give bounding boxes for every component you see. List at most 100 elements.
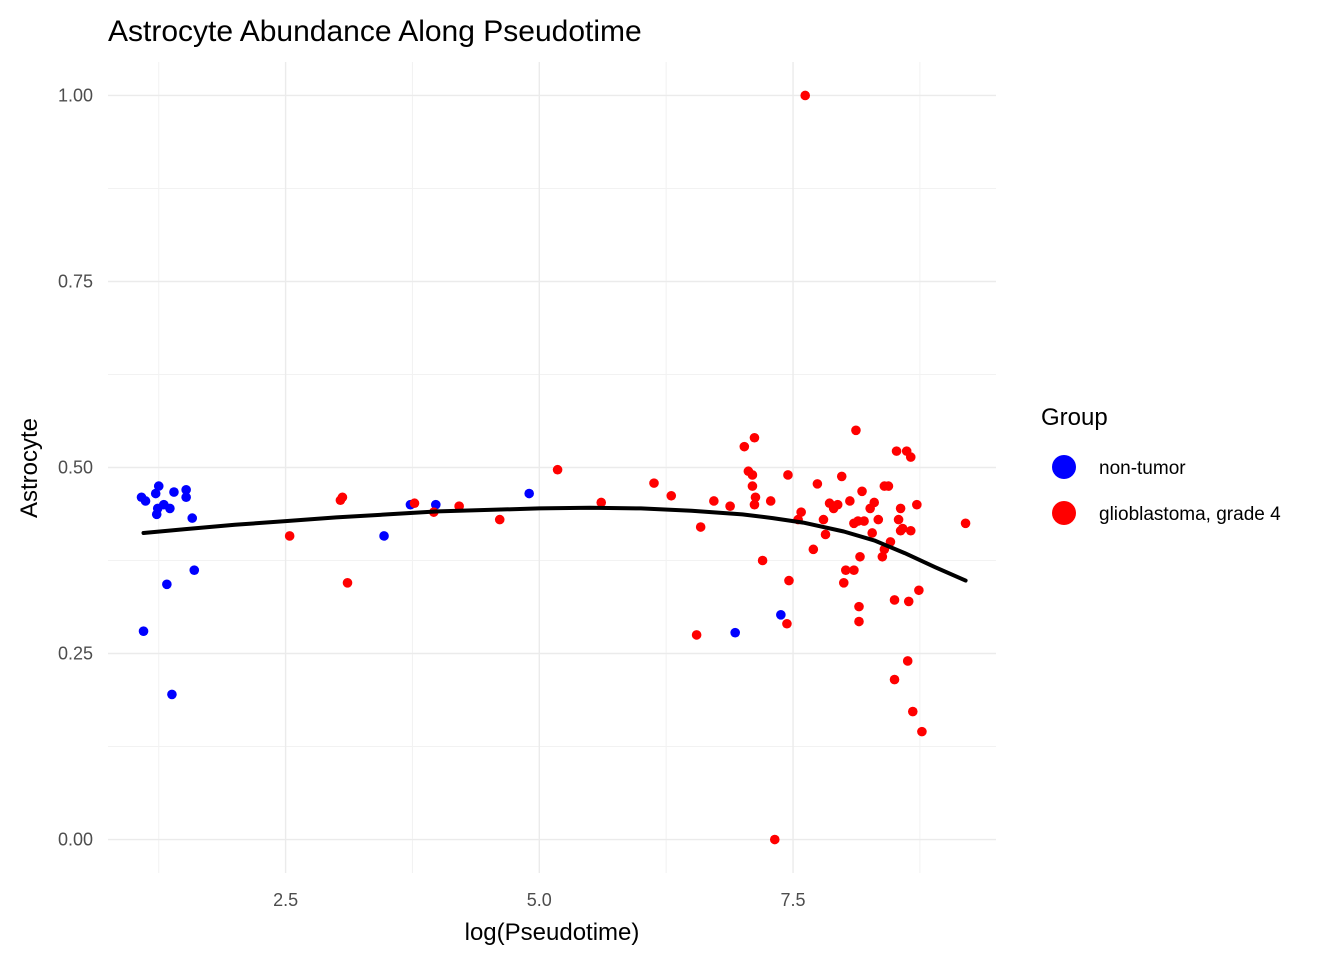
- data-point: [725, 501, 735, 511]
- legend: Group non-tumor glioblastoma, grade 4: [1041, 404, 1281, 525]
- data-point: [162, 579, 172, 590]
- x-tick-label: 5.0: [527, 890, 552, 910]
- data-point: [524, 488, 534, 499]
- data-point: [796, 507, 806, 517]
- data-point: [905, 452, 916, 462]
- data-point: [666, 490, 677, 501]
- data-point: [167, 689, 177, 700]
- data-point: [284, 531, 295, 541]
- data-point: [187, 513, 198, 523]
- data-point: [914, 585, 924, 596]
- data-point: [897, 523, 908, 534]
- data-point: [893, 514, 904, 525]
- data-point: [337, 492, 348, 503]
- data-point: [454, 501, 464, 511]
- data-point: [902, 656, 913, 666]
- data-point: [140, 496, 151, 506]
- data-point: [869, 497, 880, 508]
- y-tick-label: 1.00: [58, 85, 93, 105]
- y-tick-label: 0.25: [58, 644, 93, 664]
- data-point: [379, 531, 389, 541]
- plot-grid: [108, 62, 996, 873]
- data-point: [769, 834, 780, 845]
- data-point: [917, 726, 927, 737]
- legend-key: [1052, 455, 1076, 479]
- data-point: [838, 578, 849, 588]
- data-point: [695, 522, 706, 532]
- data-point: [747, 470, 758, 480]
- data-point: [739, 441, 750, 452]
- x-axis-ticks: 2.5 5.0 7.5: [273, 890, 805, 910]
- data-point: [855, 551, 865, 562]
- data-point: [857, 486, 867, 497]
- data-point: [342, 578, 353, 588]
- data-point: [783, 470, 793, 480]
- y-tick-label: 0.50: [58, 458, 93, 478]
- data-point: [889, 674, 900, 685]
- data-point: [854, 616, 864, 627]
- data-point: [750, 492, 761, 503]
- data-point: [784, 575, 794, 586]
- data-point: [138, 626, 149, 636]
- data-point: [596, 497, 607, 508]
- data-point: [849, 565, 859, 575]
- data-point: [841, 565, 851, 575]
- data-point: [877, 551, 888, 562]
- data-point: [165, 503, 175, 514]
- data-point: [883, 481, 894, 491]
- data-point: [649, 478, 659, 488]
- data-point: [820, 529, 831, 540]
- data-point: [153, 481, 164, 491]
- data-point: [409, 498, 420, 509]
- y-axis-ticks: 0.00 0.25 0.50 0.75 1.00: [58, 85, 93, 849]
- legend-key: [1052, 501, 1076, 525]
- data-point: [776, 610, 786, 620]
- data-point: [808, 544, 819, 555]
- x-tick-label: 2.5: [273, 890, 298, 910]
- data-point: [903, 596, 914, 607]
- x-axis-title: log(Pseudotime): [465, 919, 640, 946]
- data-points: [136, 90, 971, 845]
- data-point: [749, 432, 760, 443]
- data-point: [895, 503, 906, 514]
- data-point: [832, 499, 843, 510]
- data-point: [845, 496, 855, 506]
- y-tick-label: 0.75: [58, 271, 93, 291]
- data-point: [169, 487, 179, 497]
- data-point: [150, 488, 161, 499]
- data-point: [912, 499, 922, 510]
- data-point: [854, 601, 864, 612]
- data-point: [189, 565, 200, 575]
- data-point: [749, 499, 760, 510]
- x-tick-label: 7.5: [781, 890, 806, 910]
- smooth-trend-line: [141, 505, 968, 583]
- data-point: [552, 464, 563, 475]
- legend-label: non-tumor: [1099, 458, 1186, 479]
- data-point: [891, 446, 902, 456]
- chart-title: Astrocyte Abundance Along Pseudotime: [108, 15, 642, 48]
- data-point: [873, 514, 884, 525]
- data-point: [859, 516, 869, 526]
- data-point: [494, 514, 505, 525]
- legend-items: non-tumor glioblastoma, grade 4: [1052, 455, 1281, 525]
- data-point: [747, 481, 758, 491]
- data-point: [151, 509, 162, 520]
- y-tick-label: 0.00: [58, 830, 93, 850]
- data-point: [782, 618, 792, 629]
- data-point: [812, 479, 823, 489]
- data-point: [691, 630, 702, 640]
- data-point: [905, 525, 916, 536]
- data-point: [907, 706, 918, 717]
- data-point: [818, 514, 829, 525]
- y-axis-title: Astrocyte: [16, 418, 43, 518]
- data-point: [730, 627, 740, 638]
- data-point: [181, 485, 191, 495]
- data-point: [960, 518, 971, 529]
- data-point: [800, 90, 811, 101]
- data-point: [181, 492, 191, 503]
- data-point: [765, 496, 776, 506]
- data-point: [757, 555, 768, 566]
- data-point: [867, 528, 877, 538]
- data-point: [851, 425, 861, 436]
